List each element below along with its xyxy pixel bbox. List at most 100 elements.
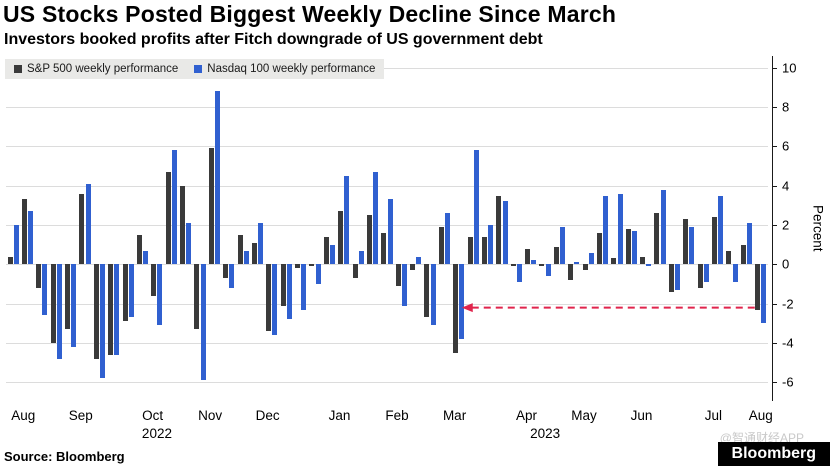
bar-sp500: [180, 185, 186, 265]
y-axis: 10 8 6 4 2 0 -2 -4 -6: [772, 56, 830, 400]
bar-sp500: [467, 236, 473, 265]
bar-sp500: [65, 264, 70, 330]
bar-nasdaq100: [703, 264, 709, 283]
legend: S&P 500 weekly performance Nasdaq 100 wee…: [5, 59, 385, 79]
y-tick-label: 0: [782, 256, 790, 272]
decline-arrow-annotation: [461, 303, 757, 313]
legend-label: Nasdaq 100 weekly performance: [207, 63, 376, 75]
y-tick-mark: [772, 382, 777, 384]
bar-sp500: [481, 236, 487, 265]
bar-nasdaq100: [502, 201, 508, 265]
bar-nasdaq100: [560, 227, 566, 265]
chart-title: US Stocks Posted Biggest Weekly Decline …: [3, 1, 617, 27]
bar-sp500: [165, 171, 171, 265]
gridline: [6, 107, 768, 109]
bar-sp500: [395, 264, 401, 286]
gridline: [6, 67, 768, 69]
x-month-label: Jun: [630, 408, 653, 423]
x-year-label: 2022: [141, 426, 172, 441]
bar-sp500: [223, 264, 229, 279]
x-month-label: Mar: [442, 408, 467, 423]
bloomberg-logo: Bloomberg: [717, 442, 830, 466]
x-year-label: 2023: [530, 426, 561, 441]
bar-sp500: [496, 195, 502, 265]
bar-sp500: [151, 264, 157, 296]
bar-nasdaq100: [272, 264, 278, 336]
y-tick-mark: [772, 67, 777, 69]
x-month-label: Sep: [68, 408, 93, 423]
gridline: [6, 146, 768, 148]
bar-nasdaq100: [28, 211, 34, 265]
bar-sp500: [553, 246, 559, 265]
bar-nasdaq100: [660, 189, 666, 265]
y-tick-mark: [772, 225, 777, 227]
bar-nasdaq100: [258, 223, 264, 265]
gridline: [6, 225, 768, 227]
bar-sp500: [668, 264, 674, 292]
y-tick-mark: [772, 185, 777, 187]
bar-nasdaq100: [214, 91, 220, 265]
bar-nasdaq100: [229, 264, 235, 288]
bar-nasdaq100: [689, 227, 695, 265]
bar-nasdaq100: [588, 252, 594, 265]
y-tick-label: -4: [782, 335, 794, 351]
bar-sp500: [194, 264, 200, 330]
x-month-label: Nov: [198, 408, 223, 423]
bar-sp500: [726, 250, 732, 265]
legend-swatch: [194, 65, 203, 73]
bar-sp500: [625, 228, 631, 265]
bar-nasdaq100: [143, 250, 149, 265]
bar-sp500: [323, 236, 329, 265]
x-axis: Aug Sep Oct Nov Dec Jan Feb Mar Apr May Jun Jul Aug 2…: [6, 404, 773, 448]
gridline: [6, 185, 768, 187]
legend-item: Nasdaq 100 weekly performance: [194, 63, 375, 75]
bar-nasdaq100: [531, 260, 537, 265]
x-month-label: Dec: [255, 408, 280, 423]
x-month-label: May: [571, 408, 597, 423]
bar-sp500: [93, 264, 99, 359]
bar-sp500: [251, 242, 257, 265]
bar-sp500: [309, 264, 315, 267]
gridline: [6, 342, 768, 344]
x-month-label: Jan: [328, 408, 351, 423]
bar-nasdaq100: [401, 264, 407, 306]
bar-nasdaq100: [99, 264, 105, 379]
x-month-label: Jul: [704, 408, 722, 423]
y-tick-mark: [772, 264, 777, 266]
bar-sp500: [295, 264, 301, 269]
gridline: [6, 264, 768, 266]
bar-nasdaq100: [186, 223, 192, 265]
bar-nasdaq100: [473, 150, 479, 265]
y-tick-label: 2: [782, 217, 790, 233]
bar-sp500: [740, 244, 746, 265]
gridline: [6, 303, 768, 305]
bar-sp500: [266, 264, 272, 332]
watermark: @智通财经APP: [719, 431, 804, 445]
bar-sp500: [611, 258, 617, 265]
bar-sp500: [108, 264, 114, 355]
bar-sp500: [21, 199, 27, 265]
chart-subtitle: Investors booked profits after Fitch dow…: [4, 31, 543, 48]
bar-sp500: [338, 211, 344, 265]
bar-sp500: [208, 148, 214, 265]
bar-nasdaq100: [373, 171, 379, 265]
bar-sp500: [510, 264, 516, 267]
bar-sp500: [36, 264, 42, 288]
bar-nasdaq100: [603, 195, 609, 265]
y-tick-label: -2: [782, 296, 794, 312]
bar-sp500: [424, 264, 430, 318]
bar-sp500: [596, 232, 602, 265]
y-tick-label: 10: [782, 60, 797, 76]
bar-nasdaq100: [646, 264, 652, 267]
bar-sp500: [640, 256, 646, 265]
bar-nasdaq100: [387, 199, 393, 265]
bar-nasdaq100: [330, 244, 335, 265]
x-month-label: Aug: [748, 408, 773, 423]
legend-swatch: [14, 65, 22, 73]
bar-nasdaq100: [732, 264, 738, 283]
bar-sp500: [366, 215, 372, 265]
bar-sp500: [525, 248, 531, 265]
bar-sp500: [237, 234, 243, 265]
y-tick-label: -6: [782, 374, 794, 390]
